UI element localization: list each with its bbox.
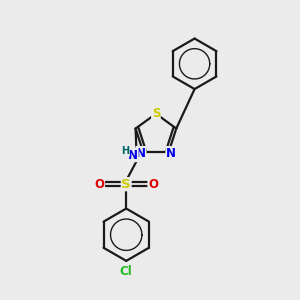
Text: N: N [136,146,146,160]
Text: Cl: Cl [120,265,133,278]
Text: S: S [152,106,160,120]
Text: S: S [122,178,131,191]
Text: N: N [128,148,138,162]
Text: O: O [94,178,104,191]
Text: O: O [148,178,158,191]
Text: H: H [121,146,129,156]
Text: N: N [166,146,176,160]
